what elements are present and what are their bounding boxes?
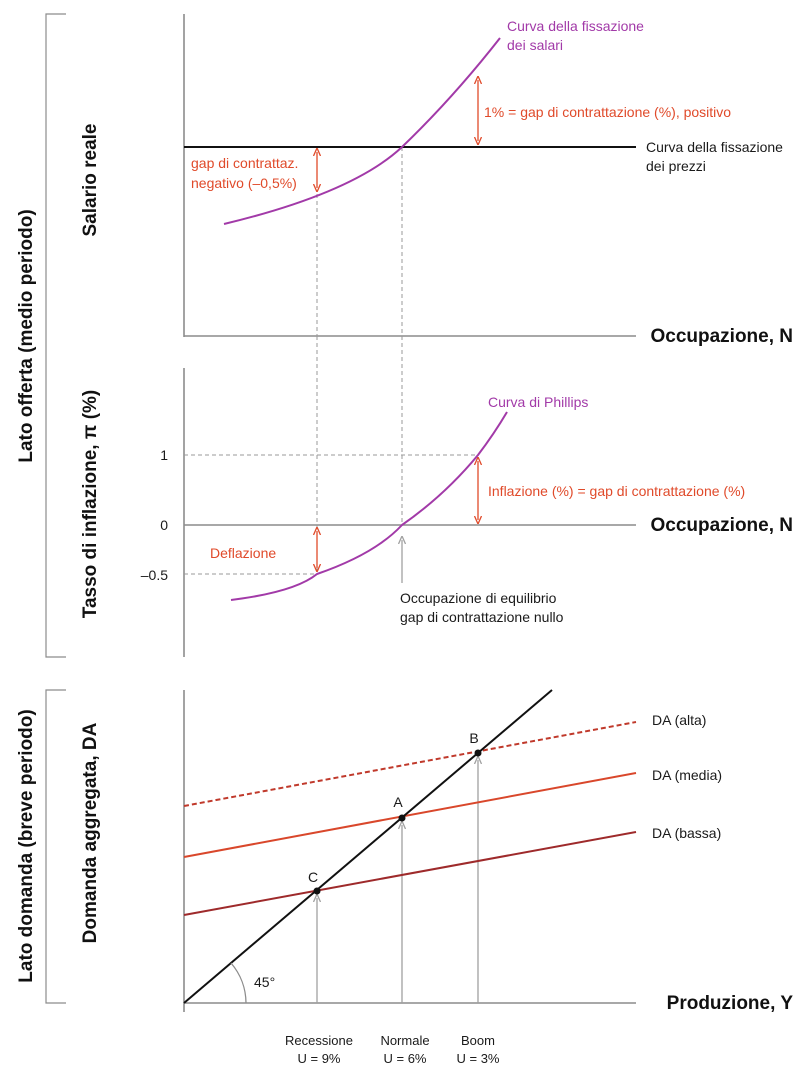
- price-curve-label-1: Curva della fissazione: [646, 139, 783, 155]
- y-tick-neg-half: –0.5: [141, 567, 168, 583]
- forty-five-degree-arc: [230, 962, 247, 1004]
- panel2-x-axis-title: Occupazione, N: [650, 515, 793, 536]
- equilibrium-label-2: gap di contrattazione nullo: [400, 609, 564, 625]
- inflation-axis-title: Tasso di inflazione, π (%): [80, 390, 101, 619]
- demand-axis-title: Domanda aggregata, DA: [80, 722, 101, 943]
- deflation-label: Deflazione: [210, 545, 276, 561]
- wage-curve-label-2: dei salari: [507, 37, 563, 53]
- phillips-curve: [230, 411, 508, 601]
- da-high-line: [183, 721, 637, 807]
- forty-five-degree-label: 45°: [254, 974, 275, 990]
- wage-setting-curve: [223, 37, 501, 225]
- point-b-dot: [474, 749, 482, 757]
- recession-label: Recessione: [285, 1033, 353, 1048]
- negative-gap-label-2: negativo (–0,5%): [191, 175, 297, 191]
- panel3-x-axis-title: Produzione, Y: [667, 993, 794, 1014]
- y-tick-1: 1: [160, 447, 168, 463]
- positive-gap-label: 1% = gap di contrattazione (%), positivo: [484, 104, 731, 120]
- wage-curve-label-1: Curva della fissazione: [507, 18, 644, 34]
- recession-u-label: U = 9%: [298, 1051, 341, 1066]
- point-c-dot: [313, 887, 321, 895]
- price-curve-label-2: dei prezzi: [646, 158, 706, 174]
- normal-label: Normale: [380, 1033, 429, 1048]
- demand-side-label: Lato domanda (breve periodo): [16, 709, 37, 982]
- da-mid-line: [183, 772, 637, 858]
- boom-label: Boom: [461, 1033, 495, 1048]
- point-b-label: B: [469, 730, 478, 746]
- da-mid-label: DA (media): [652, 767, 722, 783]
- panel1-x-axis-title: Occupazione, N: [650, 326, 793, 347]
- da-high-label: DA (alta): [652, 712, 706, 728]
- negative-gap-label-1: gap di contrattaz.: [191, 155, 298, 171]
- demand-panel: Domanda aggregata, DA Produzione, Y 45° …: [80, 689, 794, 1066]
- supply-bracket: [45, 13, 66, 658]
- forty-five-degree-line: [183, 689, 553, 1004]
- inflation-label: Inflazione (%) = gap di contrattazione (…: [488, 483, 745, 499]
- da-low-label: DA (bassa): [652, 825, 721, 841]
- phillips-panel: Tasso di inflazione, π (%) Occupazione, …: [80, 336, 793, 657]
- point-a-label: A: [393, 794, 403, 810]
- point-c-label: C: [308, 869, 318, 885]
- supply-side-label: Lato offerta (medio periodo): [16, 209, 37, 462]
- wage-price-panel: Salario reale Occupazione, N Curva della…: [80, 14, 793, 347]
- point-a-dot: [398, 814, 406, 822]
- boom-u-label: U = 3%: [457, 1051, 500, 1066]
- y-tick-0: 0: [160, 517, 168, 533]
- phillips-curve-label: Curva di Phillips: [488, 394, 588, 410]
- real-wage-axis-title: Salario reale: [80, 123, 101, 236]
- normal-u-label: U = 6%: [384, 1051, 427, 1066]
- da-low-line: [183, 831, 637, 916]
- demand-bracket: [45, 689, 66, 1004]
- equilibrium-label-1: Occupazione di equilibrio: [400, 590, 557, 606]
